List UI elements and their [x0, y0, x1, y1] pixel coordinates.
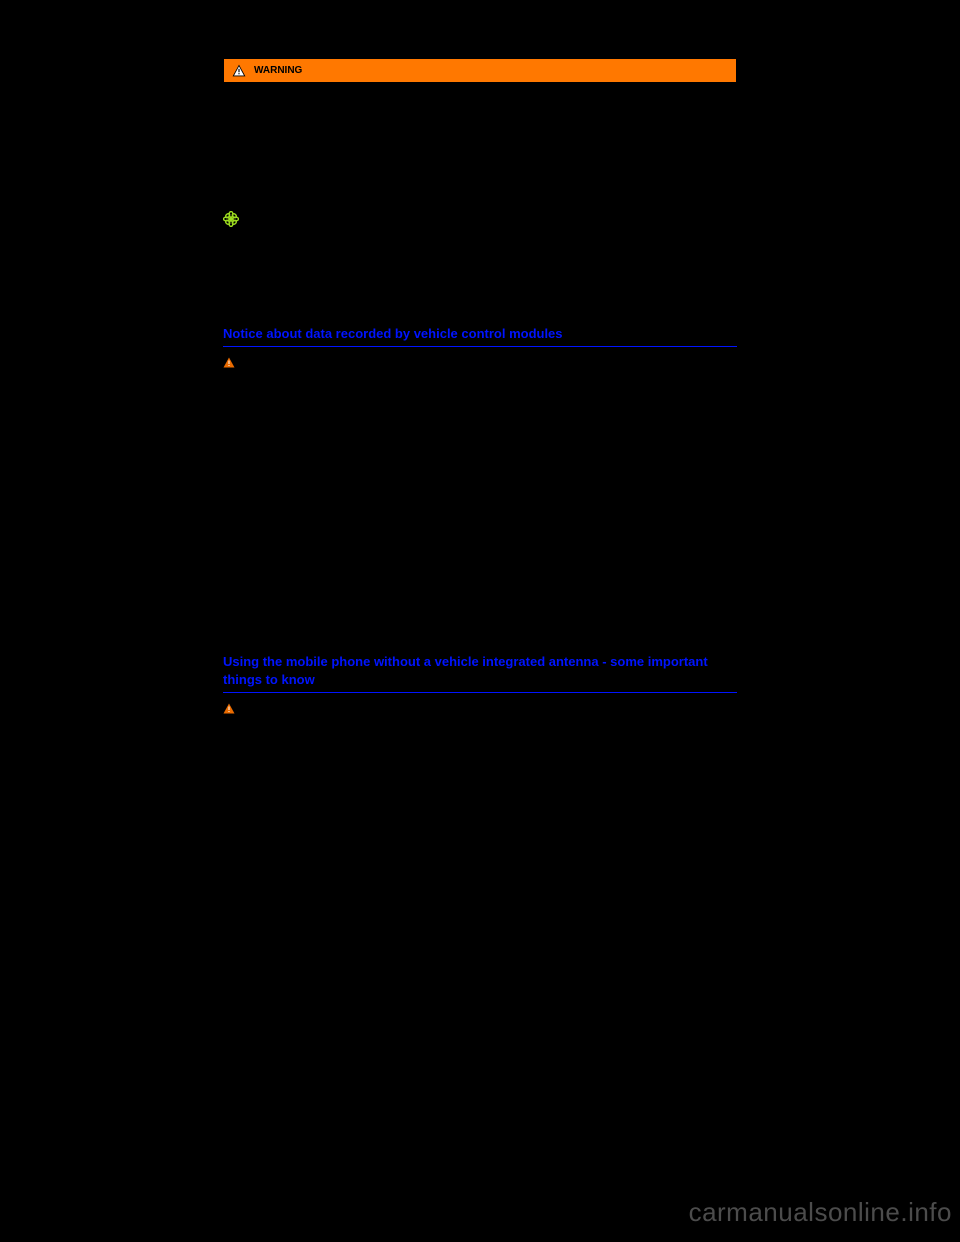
intro-text: Please first read and note the introduct…	[241, 357, 597, 368]
warning-bullet-item: Stop the vehicle as soon as you safely c…	[238, 126, 724, 156]
warning-header: WARNING	[224, 59, 736, 82]
page-container: WARNING Text messages, warnings, and inf…	[0, 0, 960, 963]
warning-bullet-item: Never try to adjust settings or read war…	[238, 109, 724, 124]
section2-body: When using a mobile phone or CB radio in…	[223, 730, 737, 963]
warning-box: WARNING Text messages, warnings, and inf…	[223, 58, 737, 169]
intro-line: Please first read and note the introduct…	[223, 357, 737, 368]
paragraph: Volkswagen will not access on-board vehi…	[223, 539, 737, 601]
section-heading-mobile-phone: Using the mobile phone without a vehicle…	[223, 653, 737, 692]
warning-body: Text messages, warnings, and information…	[224, 82, 736, 168]
paragraph: Volkswagen recommends the use of an exte…	[223, 815, 737, 877]
paragraph: When using a mobile phone or CB radio in…	[223, 730, 737, 808]
intro-text: Please first read and note the introduct…	[241, 703, 597, 714]
paragraph: On-board vehicle computers are capable o…	[223, 384, 737, 446]
section1-body: On-board vehicle computers are capable o…	[223, 384, 737, 602]
environment-content: For the sake of the environment Underinf…	[247, 211, 642, 240]
environment-title: For the sake of the environment	[247, 211, 642, 226]
paragraph: Exchange of information between the mobi…	[223, 885, 737, 963]
warning-label: WARNING	[254, 65, 302, 76]
paragraph: Some of the data may also, incidentally,…	[223, 454, 737, 532]
flower-icon	[223, 211, 239, 227]
intro-line: Please first read and note the introduct…	[223, 703, 737, 714]
warning-small-icon	[223, 703, 235, 714]
environment-note: For the sake of the environment Underinf…	[223, 211, 737, 240]
watermark: carmanualsonline.info	[689, 1197, 952, 1228]
warning-bullet-list: Never try to adjust settings or read war…	[236, 109, 724, 156]
environment-text: Underinflated tires increase fuel consum…	[247, 226, 642, 240]
warning-small-icon	[223, 357, 235, 368]
warning-lead-text: Text messages, warnings, and information…	[236, 90, 724, 105]
warning-icon	[232, 64, 246, 77]
section-heading-data-notice: Notice about data recorded by vehicle co…	[223, 325, 737, 347]
